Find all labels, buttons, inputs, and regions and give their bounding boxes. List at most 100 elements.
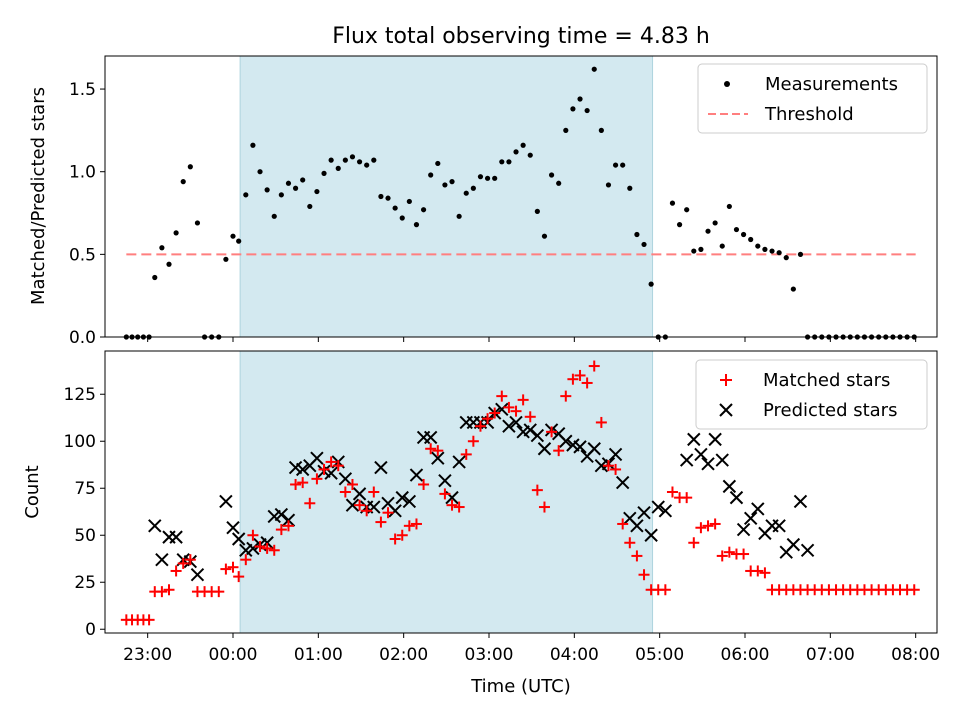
- chart-title: Flux total observing time = 4.83 h: [332, 24, 710, 49]
- predicted-star-marker: [338, 472, 353, 486]
- matched-star-marker: [282, 520, 294, 532]
- measurement-point: [180, 179, 186, 185]
- matched-star-marker: [332, 460, 344, 472]
- y-tick-label: 0.5: [69, 245, 96, 265]
- measurement-point: [627, 185, 633, 191]
- predicted-star-marker: [402, 494, 417, 509]
- measurement-point: [463, 190, 469, 196]
- predicted-star-marker: [281, 513, 296, 527]
- predicted-star-marker: [352, 487, 367, 501]
- measurement-point: [769, 248, 775, 254]
- predicted-star-marker: [658, 504, 673, 518]
- matched-star-marker: [524, 411, 536, 423]
- measurement-point: [385, 195, 391, 201]
- measurement-point: [449, 179, 455, 185]
- y-tick-label: 125: [64, 385, 96, 405]
- top-legend: Measurements Threshold: [697, 63, 928, 134]
- measurement-point: [534, 208, 540, 214]
- top-panel: 0.0 0.5 1.0 1.5 Flux total observing time =…: [28, 24, 938, 348]
- matched-star-marker: [474, 420, 486, 432]
- measurement-point: [563, 127, 569, 133]
- predicted-star-marker: [395, 490, 409, 505]
- matched-star-marker: [467, 435, 479, 447]
- predicted-star-marker: [374, 460, 388, 475]
- matched-star-marker: [723, 546, 735, 558]
- x-tick-label: 08:00: [891, 645, 940, 665]
- x-tick-label: 04:00: [550, 645, 599, 665]
- measurement-point: [349, 154, 356, 160]
- matched-star-marker: [588, 360, 600, 372]
- measurement-point: [364, 162, 370, 168]
- predicted-star-marker: [701, 457, 715, 471]
- matched-star-marker: [425, 443, 437, 455]
- matched-star-marker: [496, 390, 508, 402]
- x-tick-label: 00:00: [209, 645, 258, 665]
- measurement-points: [123, 66, 917, 340]
- measurement-point: [620, 162, 626, 168]
- measurement-point: [435, 160, 441, 167]
- matched-star-marker: [361, 505, 373, 517]
- measurement-point: [456, 213, 462, 219]
- measurement-point: [740, 231, 747, 238]
- y-tick-label: 0.0: [69, 328, 96, 348]
- matched-star-marker: [163, 584, 175, 596]
- measurement-point: [591, 66, 597, 72]
- legend-marker-matched: [720, 374, 732, 386]
- measurement-point: [484, 175, 491, 181]
- measurement-point: [570, 106, 576, 112]
- predicted-star-marker: [502, 419, 516, 433]
- matched-star-marker: [581, 377, 593, 389]
- y-tick-label: 25: [74, 573, 96, 593]
- measurement-point: [783, 255, 789, 261]
- measurement-point: [676, 222, 683, 228]
- legend-marker-measurements: [724, 81, 730, 87]
- predicted-star-marker: [743, 511, 758, 526]
- measurement-point: [257, 169, 263, 175]
- measurement-point: [166, 261, 172, 267]
- matched-star-marker: [681, 492, 693, 504]
- measurement-point: [223, 256, 229, 262]
- matched-star-marker: [538, 501, 550, 513]
- measurement-point: [548, 172, 555, 178]
- measurement-point: [378, 193, 384, 200]
- measurement-point: [648, 281, 654, 287]
- measurement-point: [187, 164, 193, 170]
- measurement-point: [159, 245, 165, 251]
- x-tick-label: 02:00: [379, 645, 428, 665]
- predicted-star-marker: [438, 474, 452, 488]
- measurement-point: [669, 200, 676, 206]
- predicted-star-marker: [772, 519, 786, 533]
- predicted-star-marker: [573, 440, 587, 454]
- matched-star-marker: [297, 477, 309, 489]
- top-panel-shaded-interval: [239, 55, 654, 338]
- predicted-star-marker: [786, 537, 801, 552]
- matched-star-marker: [638, 569, 650, 581]
- measurement-point: [641, 241, 647, 248]
- predicted-star-marker: [715, 453, 729, 467]
- legend-marker-predicted: [719, 403, 733, 417]
- bottom-legend: Matched stars Predicted stars: [695, 359, 928, 430]
- matched-star-marker: [213, 586, 225, 598]
- measurement-point: [335, 165, 341, 171]
- predicted-star-marker: [736, 522, 751, 537]
- matched-star-marker: [143, 614, 155, 626]
- measurement-point: [342, 157, 348, 163]
- legend-label-predicted: Predicted stars: [763, 400, 897, 421]
- predicted-star-marker: [687, 432, 701, 447]
- measurement-point: [328, 157, 334, 163]
- matched-star-marker: [624, 537, 636, 549]
- matched-star-markers: [120, 360, 920, 626]
- predicted-star-marker: [751, 502, 765, 516]
- matched-star-marker: [261, 542, 273, 554]
- measurement-point: [499, 159, 505, 165]
- measurement-point: [243, 192, 249, 198]
- matched-star-marker: [346, 478, 358, 490]
- predicted-star-marker: [800, 543, 815, 557]
- top-x-axis-ticks: [147, 337, 917, 342]
- matched-star-marker: [268, 544, 280, 556]
- predicted-star-marker: [630, 519, 644, 533]
- x-tick-label: 23:00: [123, 645, 172, 665]
- y-tick-label: 50: [74, 526, 96, 546]
- measurement-point: [541, 233, 548, 239]
